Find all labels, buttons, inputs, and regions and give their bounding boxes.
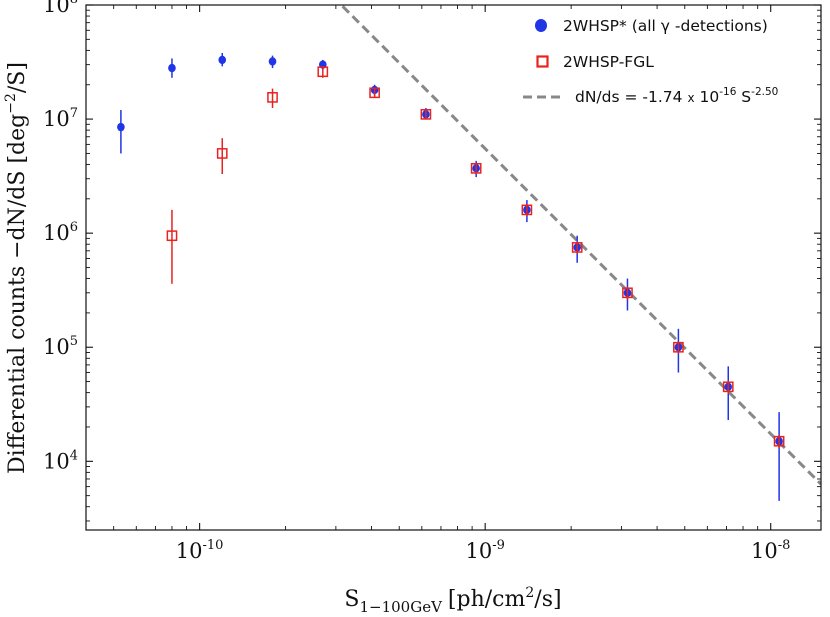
data-point-square-9 [622,287,633,299]
x-tick-label: 10-10 [176,538,224,563]
y-tick-label: 104 [43,448,78,473]
legend-entry-2whsp-all: 2WHSP* (all γ -detections) [535,17,768,35]
legend-entry-power-law: dN/ds = -1.74 x 10-16 S-2.50 [523,86,778,106]
series-2whsp-fgl [166,66,785,449]
data-point-square-5 [420,109,432,120]
data-point-square-10 [673,341,684,353]
axis-ticks: 10-10 10-9 10-8 104 105 106 107 108 [43,0,821,563]
data-point-square-12 [773,435,785,447]
data-point-square-2 [267,92,278,103]
legend-label-2whsp-all: 2WHSP* (all γ -detections) [563,17,768,35]
data-point-square-8 [571,242,583,253]
data-point-square-1 [216,148,228,159]
y-tick-label: 108 [43,0,78,17]
legend: 2WHSP* (all γ -detections) 2WHSP-FGL dN/… [523,17,778,106]
data-point-circle-2 [218,55,227,65]
legend-marker-circle [535,19,547,32]
data-point-circle-3 [268,57,277,66]
series-2whsp-all [117,52,783,501]
plot-area [117,5,821,501]
data-point-square-0 [166,230,178,242]
x-tick-label: 10-9 [465,538,504,563]
data-point-square-4 [369,87,380,99]
plot-frame [85,4,822,531]
legend-marker-square [536,55,549,68]
y-axis-label: Differential counts −dN/dS [deg−2/S] [3,62,30,474]
power-law-line [339,5,821,486]
y-tick-label: 105 [43,334,78,359]
data-point-square-3 [317,66,329,78]
x-axis-label: S1−100GeV [ph/cm2/s] [344,585,561,616]
data-point-circle-0 [117,122,125,132]
data-point-square-7 [521,204,533,216]
y-tick-label: 107 [43,106,78,131]
legend-entry-2whsp-fgl: 2WHSP-FGL [536,53,654,71]
x-tick-label: 10-8 [751,538,790,563]
data-point-circle-1 [168,63,176,73]
data-point-square-6 [470,162,482,174]
legend-label-power-law: dN/ds = -1.74 x 10-16 S-2.50 [575,86,778,106]
legend-label-2whsp-fgl: 2WHSP-FGL [563,53,654,71]
y-tick-label: 106 [43,220,78,245]
data-point-square-11 [722,381,734,393]
